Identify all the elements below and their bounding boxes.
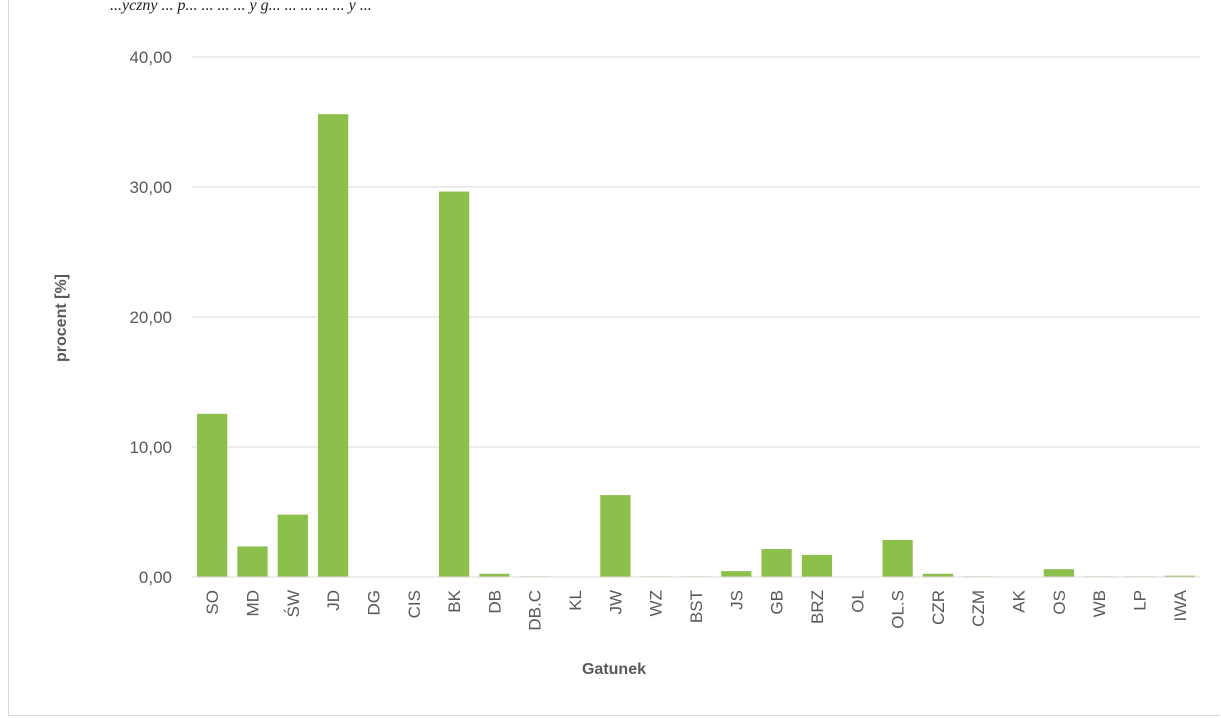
bar-md [237,546,268,577]
caption-fragment: ...yczny ... p... ... ... ... y g... ...… [110,0,372,14]
x-tick-label: DB [485,590,504,614]
x-tick-label: AK [1010,589,1029,612]
x-tick-label: JS [727,590,746,610]
bar-jd [318,114,349,577]
bar-so [197,413,228,577]
x-tick-label: OS [1050,590,1069,615]
bar-czr [922,573,954,577]
x-tick-label: MD [243,590,262,616]
bar-os [1043,569,1074,577]
y-tick-label: 0,00 [139,568,172,587]
x-tick-label: JW [606,590,625,615]
gridlines [192,56,1200,448]
x-tick-label: GB [768,590,787,615]
x-tick-label: KL [566,590,585,611]
x-tick-label: BST [687,590,706,623]
x-tick-label: JD [324,590,343,611]
x-tick-label: CZM [969,590,988,627]
x-tick-label: SO [203,590,222,615]
chart-frame [8,0,1220,716]
y-axis-tick-labels: 0,00 10,00 20,00 30,00 40,00 [129,48,172,587]
x-tick-label: BK [445,589,464,612]
x-tick-label: WZ [647,590,666,616]
x-tick-label: CZR [929,590,948,625]
x-tick-label: OL [848,590,867,613]
x-tick-label: ŚW [284,590,303,617]
x-tick-label: LP [1131,590,1150,611]
bar-gb [761,549,792,577]
y-tick-label: 10,00 [129,438,172,457]
bars [197,114,1195,578]
y-tick-label: 20,00 [129,308,172,327]
bar-jw [600,495,631,577]
bar-js [721,571,752,577]
x-tick-label: DB.C [526,590,545,631]
x-tick-label: CIS [405,590,424,618]
bar-db [479,573,510,577]
y-tick-label: 40,00 [129,48,172,67]
y-tick-label: 30,00 [129,178,172,197]
bar-św [277,514,308,577]
x-tick-label: DG [364,590,383,616]
x-axis-tick-labels: SO MD ŚW JD DG CIS BK DB DB.C KL JW WZ BST JS GB BRZ OL O… [203,589,1190,630]
x-tick-label: IWA [1171,589,1190,621]
bar-ol-s [882,539,913,577]
x-tick-label: BRZ [808,590,827,624]
y-axis-title: procent [%] [53,274,70,362]
bar-brz [801,554,833,577]
bar-bk [438,191,470,578]
x-tick-label: OL.S [889,590,908,629]
bar-iwa [1164,575,1195,577]
x-tick-label: WB [1090,590,1109,617]
x-axis-title: Gatunek [582,661,646,678]
